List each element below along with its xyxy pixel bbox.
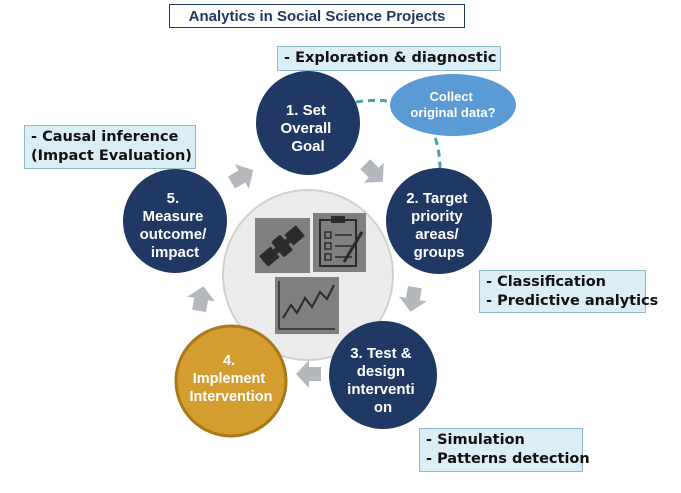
- bubble-line: original data?: [410, 105, 495, 120]
- arrow-2-to-3: [399, 285, 427, 312]
- step-line: 5.: [167, 190, 180, 207]
- step-line: Measure: [142, 208, 203, 225]
- step-line: groups: [414, 244, 465, 261]
- step-line: design: [357, 363, 405, 380]
- step-line: on: [374, 399, 392, 416]
- step-line: Goal: [291, 138, 324, 155]
- note-line: - Simulation: [426, 432, 525, 448]
- arrow-1-to-2: [360, 159, 384, 183]
- step-line: impact: [151, 244, 199, 261]
- step-line: Overall: [280, 120, 331, 137]
- step-3-label: 3. Test & design interventi on: [347, 345, 419, 416]
- arrow-3-to-4: [296, 360, 321, 388]
- step-1-circle: [256, 71, 360, 175]
- collect-data-bubble: [390, 74, 516, 136]
- page-title: Analytics in Social Science Projects: [169, 4, 465, 28]
- step-line: 2. Target: [406, 190, 467, 207]
- step-line: 3. Test &: [350, 345, 412, 362]
- note-line: - Causal inference: [31, 129, 179, 145]
- step-2-label: 2. Target priority areas/ groups: [406, 190, 472, 261]
- step-line: priority: [411, 208, 463, 225]
- note-line: - Exploration & diagnostic: [284, 50, 497, 66]
- step-line: Intervention: [190, 389, 273, 405]
- step-line: 1. Set: [286, 102, 326, 119]
- step-4-label: 4. Implement Intervention: [190, 353, 273, 405]
- trend-chart-icon: [275, 277, 339, 334]
- step-3-circle: [329, 321, 437, 429]
- step-line: Implement: [193, 371, 266, 387]
- step-5-label: 5. Measure outcome/ impact: [140, 190, 211, 261]
- arrow-5-to-1: [227, 164, 254, 189]
- bubble-label: Collect original data?: [410, 89, 495, 120]
- note-exploration: - Exploration & diagnostic: [277, 46, 501, 71]
- step-1-label: 1. Set Overall Goal: [280, 102, 335, 155]
- note-line: - Classification: [486, 274, 607, 290]
- step-line: outcome/: [140, 226, 208, 243]
- cycle-arrows: [187, 159, 427, 388]
- step-line: interventi: [347, 381, 415, 398]
- note-classification: - Classification - Predictive analytics: [479, 270, 659, 313]
- step-line: 4.: [223, 353, 235, 369]
- arrow-4-to-5: [187, 286, 215, 313]
- clipboard-checklist-icon: [313, 213, 366, 272]
- note-line: - Predictive analytics: [486, 293, 659, 309]
- bubble-line: Collect: [430, 89, 474, 104]
- step-line: areas/: [415, 226, 459, 243]
- satellite-icon: [255, 218, 310, 273]
- note-line: - Patterns detection: [426, 451, 590, 467]
- step-5-circle: [123, 169, 227, 273]
- note-simulation: - Simulation - Patterns detection: [419, 428, 590, 472]
- note-line: (Impact Evaluation): [31, 148, 192, 164]
- step-4-circle: [174, 324, 288, 438]
- note-causal: - Causal inference (Impact Evaluation): [24, 125, 196, 169]
- step-2-circle: [386, 168, 492, 274]
